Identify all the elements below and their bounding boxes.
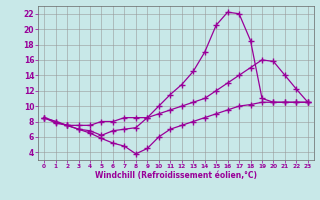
X-axis label: Windchill (Refroidissement éolien,°C): Windchill (Refroidissement éolien,°C) — [95, 171, 257, 180]
